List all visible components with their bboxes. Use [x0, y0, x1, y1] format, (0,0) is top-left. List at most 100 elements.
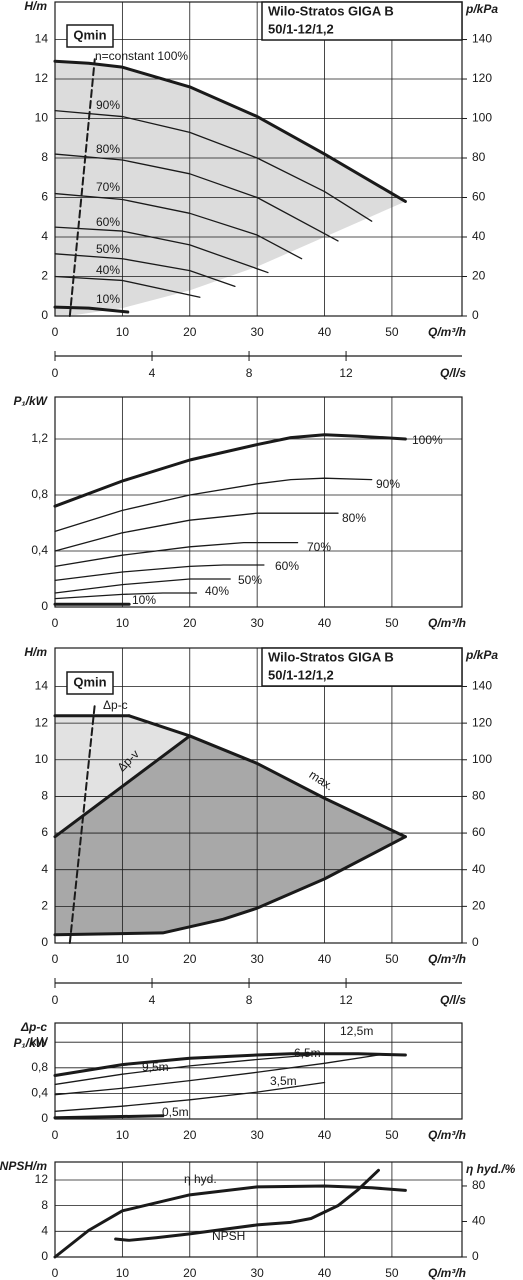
x-tick-label: 10 — [116, 325, 130, 339]
plot-frame — [54, 1, 463, 317]
curve-label: Qmin — [73, 674, 106, 689]
y-tick-label: 0,8 — [31, 487, 48, 501]
y-tick-label: 0 — [41, 599, 48, 613]
y-tick-label: 0,8 — [31, 1060, 48, 1074]
x-tick-label: 30 — [250, 952, 264, 966]
x-tick-label: 10 — [116, 616, 130, 630]
title-box — [261, 1, 463, 41]
y-axis-label: Δp-c — [20, 1020, 47, 1034]
x2-axis-label: Q/l/s — [440, 993, 466, 1007]
x2-tick-label: 12 — [339, 366, 353, 380]
chart-title: 50/1-12/1,2 — [268, 21, 334, 36]
curve-label: 9,5m — [142, 1060, 169, 1074]
y-tick-label: 12 — [35, 71, 49, 85]
curve-label: max. — [307, 767, 336, 793]
y-tick-label: 4 — [41, 862, 48, 876]
curve — [54, 192, 303, 260]
chart-title: Wilo-Stratos GIGA B — [268, 3, 394, 18]
x-tick-label: 10 — [116, 952, 130, 966]
curve-label: 40% — [205, 584, 229, 598]
y-tick-label: 6 — [41, 190, 48, 204]
curve — [127, 714, 407, 839]
x-tick-label: 20 — [183, 1266, 197, 1280]
y2-tick-label: 80 — [472, 1178, 486, 1192]
curve — [53, 59, 407, 203]
x-tick-label: 30 — [250, 616, 264, 630]
x2-tick-label: 8 — [246, 993, 253, 1007]
curve — [53, 305, 130, 314]
curve — [54, 477, 373, 533]
y2-tick-label: 120 — [472, 715, 492, 729]
curve-label: 90% — [96, 98, 120, 112]
y2-tick-label: 40 — [472, 229, 486, 243]
curve — [53, 835, 407, 937]
curve — [68, 703, 96, 944]
title-box — [261, 647, 463, 687]
y-tick-label: 4 — [41, 1223, 48, 1237]
curve-label: Qmin — [73, 27, 106, 42]
y-axis-label: P₁/kW — [13, 1036, 48, 1050]
x-tick-label: 20 — [183, 325, 197, 339]
x-tick-label: 50 — [385, 952, 399, 966]
y-tick-label: 0 — [41, 1111, 48, 1125]
x-tick-label: 20 — [183, 616, 197, 630]
y-tick-label: 12 — [35, 1172, 49, 1186]
y-tick-label: 14 — [35, 679, 49, 693]
curve-label: 60% — [275, 559, 299, 573]
y-axis-label: P₁/kW — [13, 394, 48, 408]
y2-tick-label: 0 — [472, 935, 479, 949]
y-tick-label: 0 — [41, 308, 48, 322]
x-tick-label: 40 — [318, 1266, 332, 1280]
plot-frame — [54, 1161, 463, 1258]
x-tick-label: 40 — [318, 325, 332, 339]
operating-area — [55, 735, 406, 935]
x2-tick-label: 0 — [52, 366, 59, 380]
x2-tick-label: 0 — [52, 993, 59, 1007]
x2-axis-label: Q/l/s — [440, 366, 466, 380]
curve-label: η hyd. — [184, 1172, 217, 1186]
y2-tick-label: 60 — [472, 825, 486, 839]
x-tick-label: 20 — [183, 1128, 197, 1142]
y2-tick-label: 0 — [472, 1249, 479, 1263]
curve-label: 70% — [96, 180, 120, 194]
y2-tick-label: 100 — [472, 111, 492, 125]
curve-label: 70% — [307, 540, 331, 554]
x-tick-label: 20 — [183, 952, 197, 966]
curve — [54, 153, 339, 242]
curve-label: 40% — [96, 263, 120, 277]
label-box — [66, 24, 114, 48]
y2-axis-label: p/kPa — [465, 2, 498, 16]
curve — [54, 564, 265, 582]
y2-axis-label: η hyd./% — [466, 1162, 516, 1176]
y2-axis-label: p/kPa — [465, 648, 498, 662]
curve — [53, 1184, 407, 1259]
curve-label: 3,5m — [270, 1074, 297, 1088]
x-tick-label: 30 — [250, 325, 264, 339]
y2-tick-label: 140 — [472, 679, 492, 693]
y2-tick-label: 100 — [472, 752, 492, 766]
y-tick-label: 14 — [35, 32, 49, 46]
x-tick-label: 50 — [385, 325, 399, 339]
y-tick-label: 0 — [41, 1249, 48, 1263]
x-axis-label: Q/m³/h — [428, 1266, 466, 1280]
x-tick-label: 40 — [318, 616, 332, 630]
x-axis-label: Q/m³/h — [428, 952, 466, 966]
curve — [54, 1054, 312, 1086]
y-tick-label: 8 — [41, 789, 48, 803]
curve-label: 10% — [132, 593, 156, 607]
x2-tick-label: 8 — [246, 366, 253, 380]
curve-label: 80% — [96, 142, 120, 156]
plot-frame — [54, 1022, 463, 1120]
y-axis-label: H/m — [24, 0, 47, 13]
curve-label: 10% — [96, 292, 120, 306]
y-tick-label: 10 — [35, 111, 49, 125]
y-axis-label: NPSH/m — [0, 1159, 47, 1173]
x-tick-label: 10 — [116, 1128, 130, 1142]
curve-label: 50% — [238, 573, 262, 587]
curve-label: NPSH — [212, 1229, 245, 1243]
y-tick-label: 6 — [41, 825, 48, 839]
y2-tick-label: 80 — [472, 150, 486, 164]
y2-tick-label: 140 — [472, 32, 492, 46]
curve-label: 90% — [376, 477, 400, 491]
